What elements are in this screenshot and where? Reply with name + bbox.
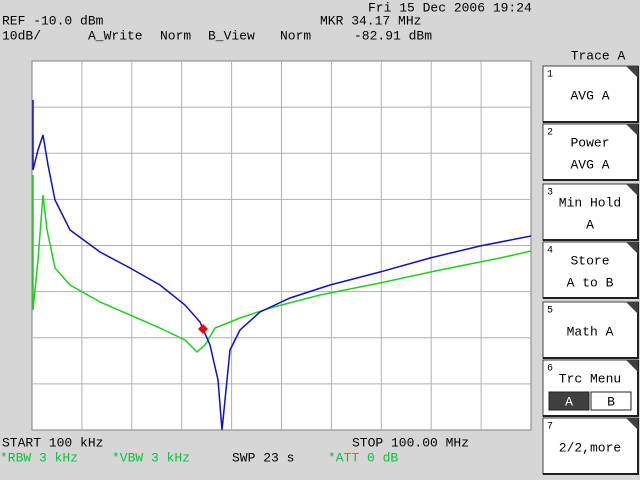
softkey[interactable]: 7 2/2,more bbox=[542, 417, 639, 475]
softkey-label: A bbox=[586, 217, 594, 232]
scale: 10dB/ bbox=[2, 28, 41, 43]
marker-level: -82.91 dBm bbox=[354, 28, 432, 43]
softkey-face[interactable] bbox=[542, 301, 639, 359]
marker-frequency: MKR 34.17 MHz bbox=[320, 13, 421, 28]
softkey[interactable]: 1 AVG A bbox=[542, 65, 639, 123]
toggle-label[interactable]: B bbox=[607, 394, 615, 409]
trace-a-mode: A_Write bbox=[88, 28, 143, 43]
stop-frequency: STOP 100.00 MHz bbox=[352, 435, 469, 450]
softkey-face[interactable] bbox=[542, 183, 639, 241]
traces bbox=[32, 100, 532, 431]
rbw: *RBW 3 kHz bbox=[0, 450, 78, 465]
marker bbox=[198, 324, 208, 334]
softkey-label: AVG A bbox=[570, 88, 609, 103]
softkey-label: Trc Menu bbox=[559, 371, 621, 386]
softkey-number: 3 bbox=[547, 188, 553, 199]
toggle-label[interactable]: A bbox=[565, 394, 573, 409]
trace-b-mode: B_View bbox=[208, 28, 255, 43]
softkey-number: 1 bbox=[547, 70, 553, 81]
sweep-time: SWP 23 s bbox=[232, 450, 294, 465]
menu-title: Trace A bbox=[571, 48, 626, 63]
vbw: *VBW 3 kHz bbox=[112, 450, 190, 465]
softkey-face[interactable] bbox=[542, 417, 639, 475]
trace-a-detector: Norm bbox=[160, 28, 191, 43]
softkey-corner bbox=[626, 66, 638, 78]
trace-b bbox=[32, 175, 532, 354]
softkey-corner bbox=[626, 184, 638, 196]
softkey-corner bbox=[626, 418, 638, 430]
graticule bbox=[31, 60, 532, 431]
softkey-label: 2/2,more bbox=[559, 440, 621, 455]
softkey-number: 7 bbox=[547, 422, 553, 433]
softkey-corner bbox=[626, 360, 638, 372]
softkey-bevel bbox=[543, 360, 639, 417]
softkey-corner bbox=[626, 242, 638, 254]
attenuation: *ATT 0 dB bbox=[328, 450, 398, 465]
softkeys: 1 AVG A 2 Power AVG A 3 Min Hold A 4 Store A to B 5… bbox=[542, 65, 639, 475]
softkey[interactable]: 6 Trc Menu A B bbox=[542, 359, 639, 417]
softkey[interactable]: 2 Power AVG A bbox=[542, 123, 639, 181]
start-frequency: START 100 kHz bbox=[2, 435, 103, 450]
softkey-label: Math A bbox=[567, 324, 614, 339]
softkey-bevel bbox=[543, 124, 639, 181]
softkey-bevel bbox=[543, 418, 639, 475]
softkey-label: Store bbox=[570, 253, 609, 268]
ref-level: REF -10.0 dBm bbox=[2, 13, 104, 28]
softkey-bevel bbox=[543, 66, 639, 123]
softkey-label: Power bbox=[570, 135, 609, 150]
softkey-corner bbox=[626, 302, 638, 314]
softkey-corner bbox=[626, 124, 638, 136]
softkey-number: 6 bbox=[547, 364, 553, 375]
softkey-label: Min Hold bbox=[559, 195, 621, 210]
softkey-face[interactable] bbox=[542, 65, 639, 123]
softkey-bevel bbox=[543, 242, 639, 299]
softkey-number: 2 bbox=[547, 128, 553, 139]
toggle-box[interactable] bbox=[590, 391, 632, 411]
softkey-bevel bbox=[543, 302, 639, 359]
softkey-number: 4 bbox=[547, 246, 553, 257]
softkey[interactable]: 3 Min Hold A bbox=[542, 183, 639, 241]
softkey-label: AVG A bbox=[570, 157, 609, 172]
softkey-number: 5 bbox=[547, 306, 553, 317]
menu-title-box bbox=[542, 44, 640, 64]
trace-a bbox=[32, 100, 532, 431]
softkey-face[interactable] bbox=[542, 241, 639, 299]
datetime: Fri 15 Dec 2006 19:24 bbox=[368, 0, 532, 15]
softkey-bevel bbox=[543, 184, 639, 241]
softkey[interactable]: 5 Math A bbox=[542, 301, 639, 359]
softkey-face[interactable] bbox=[542, 123, 639, 181]
toggle-box[interactable] bbox=[548, 391, 590, 411]
softkey-label: A to B bbox=[567, 275, 614, 290]
trace-b-detector: Norm bbox=[280, 28, 311, 43]
softkey[interactable]: 4 Store A to B bbox=[542, 241, 639, 299]
